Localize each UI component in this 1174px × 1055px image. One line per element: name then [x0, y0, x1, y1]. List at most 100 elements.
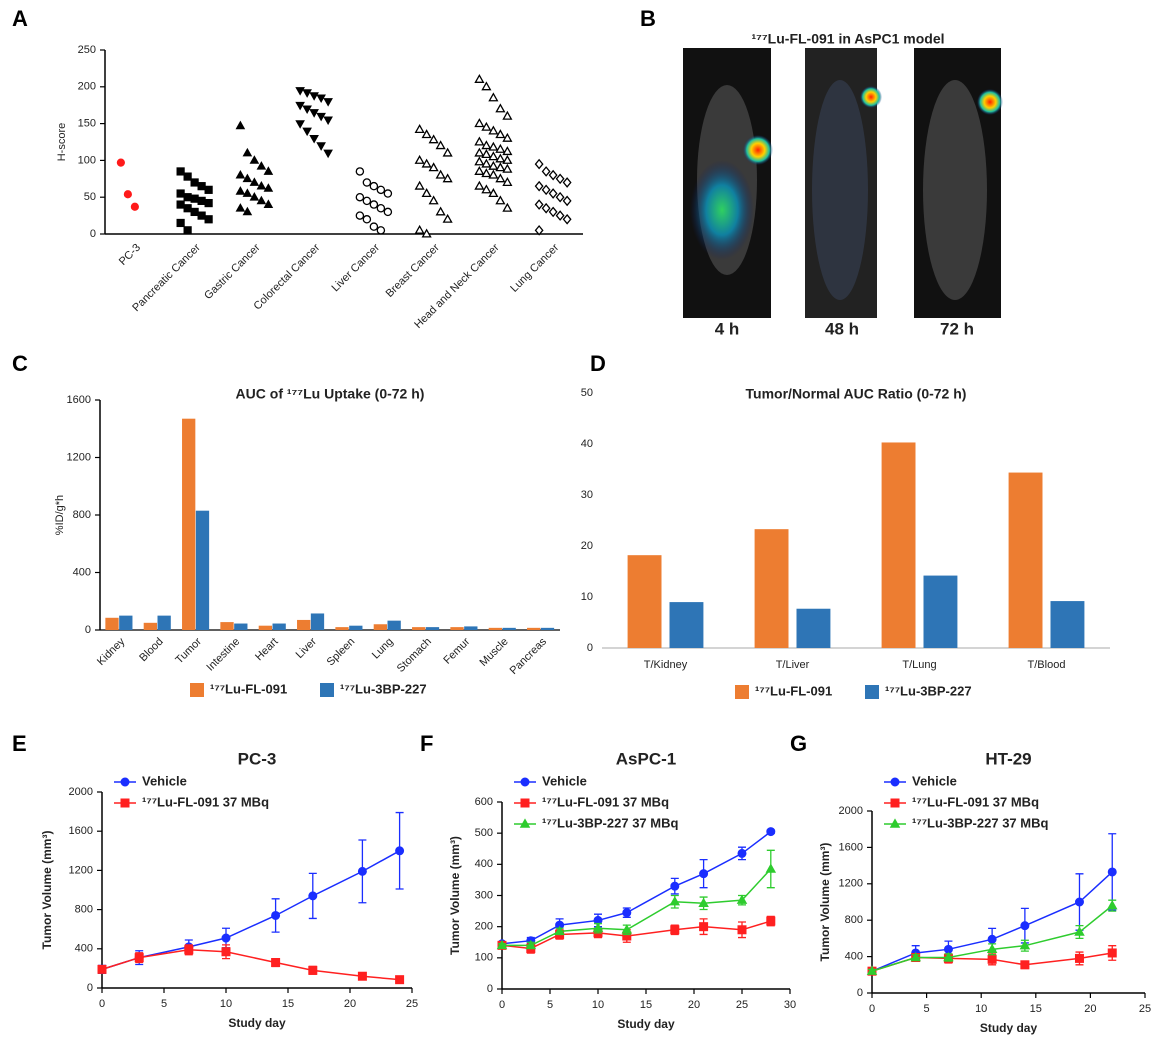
marker — [699, 869, 709, 879]
chart: D Tumor/Normal AUC Ratio (0-72 h) 0 10 20 30 4… — [581, 351, 1110, 699]
legend-label: ¹⁷⁷Lu-FL-091 37 MBq — [542, 794, 669, 809]
marker — [197, 196, 206, 205]
panel-letter: D — [590, 351, 606, 376]
scan-tumor — [977, 89, 1003, 115]
marker — [383, 189, 393, 198]
marker — [242, 173, 253, 183]
marker — [376, 185, 386, 195]
y-tick-label: 10 — [581, 591, 593, 603]
marker — [1074, 953, 1084, 963]
marker — [355, 167, 365, 176]
x-tick-label: Spleen — [325, 636, 358, 669]
x-axis-label: Study day — [980, 1021, 1038, 1035]
marker — [369, 200, 379, 209]
chart: G HT-29 Tumor Volume (mm³) 0 400 800 1200 1600 2… — [790, 731, 1151, 1035]
x-tick-label: Femur — [441, 635, 472, 666]
marker — [414, 154, 425, 164]
marker — [534, 158, 544, 170]
marker — [395, 975, 405, 985]
y-tick-label: 20 — [581, 540, 593, 552]
x-tick-label: 15 — [640, 999, 652, 1011]
y-tick-label: 100 — [475, 952, 493, 964]
marker — [495, 143, 506, 153]
bar — [310, 613, 325, 630]
y-tick-label: 800 — [73, 509, 91, 521]
bar — [373, 624, 387, 630]
marker — [670, 881, 680, 891]
bar — [923, 575, 958, 648]
x-tick-label: Liver Cancer — [329, 241, 382, 294]
marker — [357, 866, 367, 876]
marker — [766, 916, 776, 926]
marker — [184, 945, 194, 955]
legend-label: ¹⁷⁷Lu-3BP-227 — [340, 681, 427, 696]
bar — [157, 615, 171, 630]
legend-label: ¹⁷⁷Lu-3BP-227 37 MBq — [912, 815, 1048, 830]
marker — [488, 125, 499, 135]
marker — [502, 110, 513, 120]
marker — [130, 202, 139, 211]
marker — [302, 89, 312, 98]
x-tick-label: 30 — [784, 999, 796, 1011]
marker — [183, 193, 192, 202]
bar — [450, 627, 464, 630]
marker — [242, 147, 253, 157]
marker — [190, 194, 199, 203]
y-tick-label: 1200 — [67, 451, 91, 463]
legend-marker — [120, 798, 130, 808]
y-tick-label: 400 — [75, 943, 93, 955]
marker — [502, 154, 513, 164]
marker — [548, 169, 558, 181]
legend-label: Vehicle — [142, 773, 187, 788]
marker — [323, 116, 333, 126]
marker — [502, 202, 513, 212]
marker — [249, 155, 260, 164]
marker — [197, 182, 206, 191]
bar — [669, 602, 704, 648]
bar — [105, 617, 119, 630]
legend-marker — [889, 818, 901, 828]
x-tick-label: 20 — [1084, 1003, 1096, 1015]
marker — [548, 188, 558, 199]
marker — [495, 153, 506, 163]
bar — [1008, 472, 1043, 648]
bar — [754, 529, 789, 648]
image-panel: B ¹⁷⁷Lu-FL-091 in AsPC1 model 4 h 48 h 7… — [640, 6, 1003, 338]
chart-title: HT-29 — [985, 749, 1031, 768]
marker — [502, 146, 513, 156]
marker — [622, 908, 632, 918]
chart-title: AUC of ¹⁷⁷Lu Uptake (0-72 h) — [236, 386, 425, 402]
marker — [495, 162, 506, 172]
marker — [362, 215, 372, 224]
x-tick-label: 5 — [161, 998, 167, 1010]
marker — [421, 188, 432, 198]
marker — [316, 94, 326, 103]
image-caption: 72 h — [940, 319, 974, 338]
marker — [323, 149, 333, 159]
x-tick-label: Lung Cancer — [508, 241, 561, 294]
y-tick-label: 400 — [475, 858, 493, 870]
marker — [357, 971, 367, 981]
x-tick-label: 15 — [282, 998, 294, 1010]
legend-marker — [520, 777, 530, 787]
y-tick-label: 50 — [84, 191, 96, 203]
x-axis-label: Study day — [228, 1016, 286, 1030]
marker — [249, 177, 260, 186]
y-tick-label: 100 — [78, 154, 96, 166]
bar — [796, 608, 831, 648]
marker — [534, 224, 544, 236]
marker — [309, 109, 319, 118]
y-tick-label: 1200 — [839, 878, 863, 890]
legend-swatch — [190, 683, 204, 697]
marker — [395, 846, 405, 856]
marker — [183, 226, 192, 235]
marker — [866, 965, 878, 975]
marker — [256, 181, 267, 190]
legend-label: ¹⁷⁷Lu-FL-091 — [210, 681, 287, 696]
panel-letter: A — [12, 6, 28, 31]
legend-label: ¹⁷⁷Lu-3BP-227 37 MBq — [542, 815, 678, 830]
x-tick-label: Lung — [370, 636, 396, 662]
marker — [190, 207, 199, 217]
marker — [474, 147, 485, 157]
